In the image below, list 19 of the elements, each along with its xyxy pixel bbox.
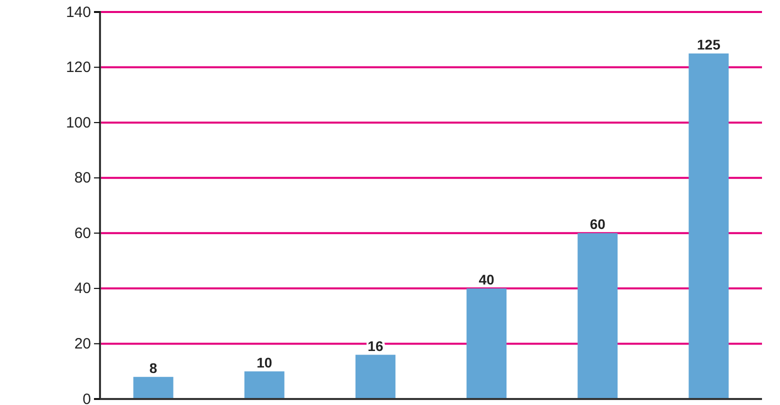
bar: [578, 233, 618, 399]
y-tick-label: 40: [74, 280, 91, 298]
y-tick-label: 0: [82, 390, 91, 405]
y-tick-label: 120: [66, 59, 91, 76]
bar: [244, 371, 284, 399]
y-tick-label: 100: [66, 114, 91, 132]
data-label: 40: [478, 271, 495, 288]
y-tick-label: 140: [66, 4, 91, 21]
data-label: 10: [256, 354, 272, 370]
bar: [466, 288, 507, 399]
y-tick-label: 80: [74, 170, 91, 187]
bar: [688, 53, 729, 399]
y-tick-label: 60: [74, 224, 91, 242]
data-label: 125: [697, 36, 721, 52]
y-tick-label: 20: [74, 336, 91, 353]
bar: [355, 354, 396, 399]
data-label: 60: [590, 216, 606, 232]
bar: [133, 376, 174, 399]
data-label: 8: [149, 360, 158, 376]
